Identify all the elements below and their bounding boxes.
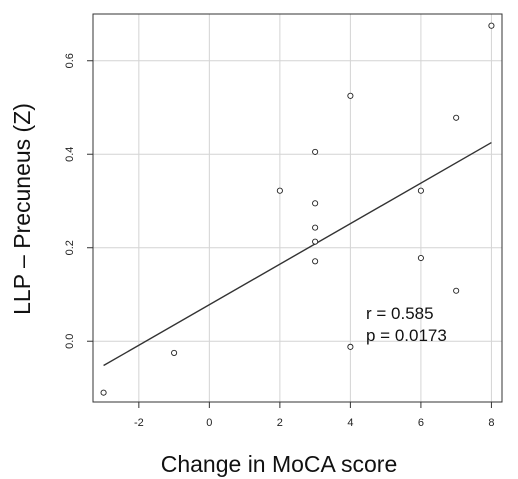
data-point	[312, 224, 319, 231]
data-point	[171, 349, 178, 356]
regression-line	[103, 141, 492, 367]
data-point	[417, 187, 424, 194]
x-axis-label: Change in MoCA score	[161, 451, 398, 477]
fit-line-layer	[103, 141, 492, 367]
data-point	[453, 287, 460, 294]
data-point	[417, 254, 424, 262]
data-point	[347, 92, 354, 99]
y-axis-label: LLP – Precuneus (Z)	[9, 103, 35, 315]
data-point	[312, 200, 319, 207]
data-point	[276, 187, 283, 194]
x-tick-label: 4	[347, 417, 353, 429]
y-tick-label: 0.4	[64, 147, 76, 162]
x-tick-label: 0	[206, 417, 212, 429]
data-points	[100, 22, 495, 396]
data-point	[100, 389, 107, 396]
x-tick-label: 8	[488, 417, 494, 429]
correlation-r-label: r = 0.585	[366, 304, 434, 323]
y-tick-label: 0.2	[64, 240, 76, 255]
data-point	[347, 343, 354, 350]
plot-area-frame	[92, 13, 503, 403]
x-axis-ticks: -2 0 2 4 6 8	[134, 402, 494, 429]
y-tick-label: 0.0	[64, 334, 76, 349]
data-point	[488, 22, 495, 29]
data-point	[312, 148, 319, 155]
data-point	[312, 258, 319, 265]
data-point	[453, 114, 460, 121]
data-point	[312, 238, 319, 245]
x-tick-label: 2	[277, 417, 283, 429]
p-value-label: p = 0.0173	[366, 326, 447, 345]
y-axis-ticks: 0.0 0.2 0.4 0.6	[64, 53, 93, 349]
grid-lines	[93, 14, 502, 402]
x-tick-label: 6	[418, 417, 424, 429]
y-tick-label: 0.6	[64, 53, 76, 68]
x-tick-label: -2	[134, 417, 144, 429]
